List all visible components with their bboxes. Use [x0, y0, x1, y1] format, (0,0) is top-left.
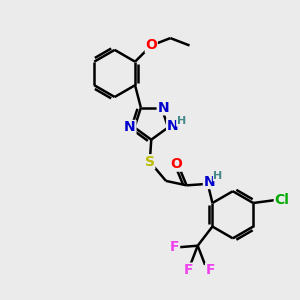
Text: F: F	[170, 240, 179, 254]
Text: N: N	[124, 121, 136, 134]
Text: S: S	[145, 155, 155, 169]
Text: O: O	[170, 157, 182, 171]
Text: N: N	[157, 101, 169, 115]
Text: Cl: Cl	[274, 193, 289, 207]
Text: O: O	[145, 38, 157, 52]
Text: F: F	[206, 263, 215, 277]
Text: H: H	[177, 116, 186, 126]
Text: N: N	[167, 119, 178, 133]
Text: F: F	[184, 263, 194, 277]
Text: N: N	[203, 175, 215, 188]
Text: H: H	[214, 171, 223, 181]
